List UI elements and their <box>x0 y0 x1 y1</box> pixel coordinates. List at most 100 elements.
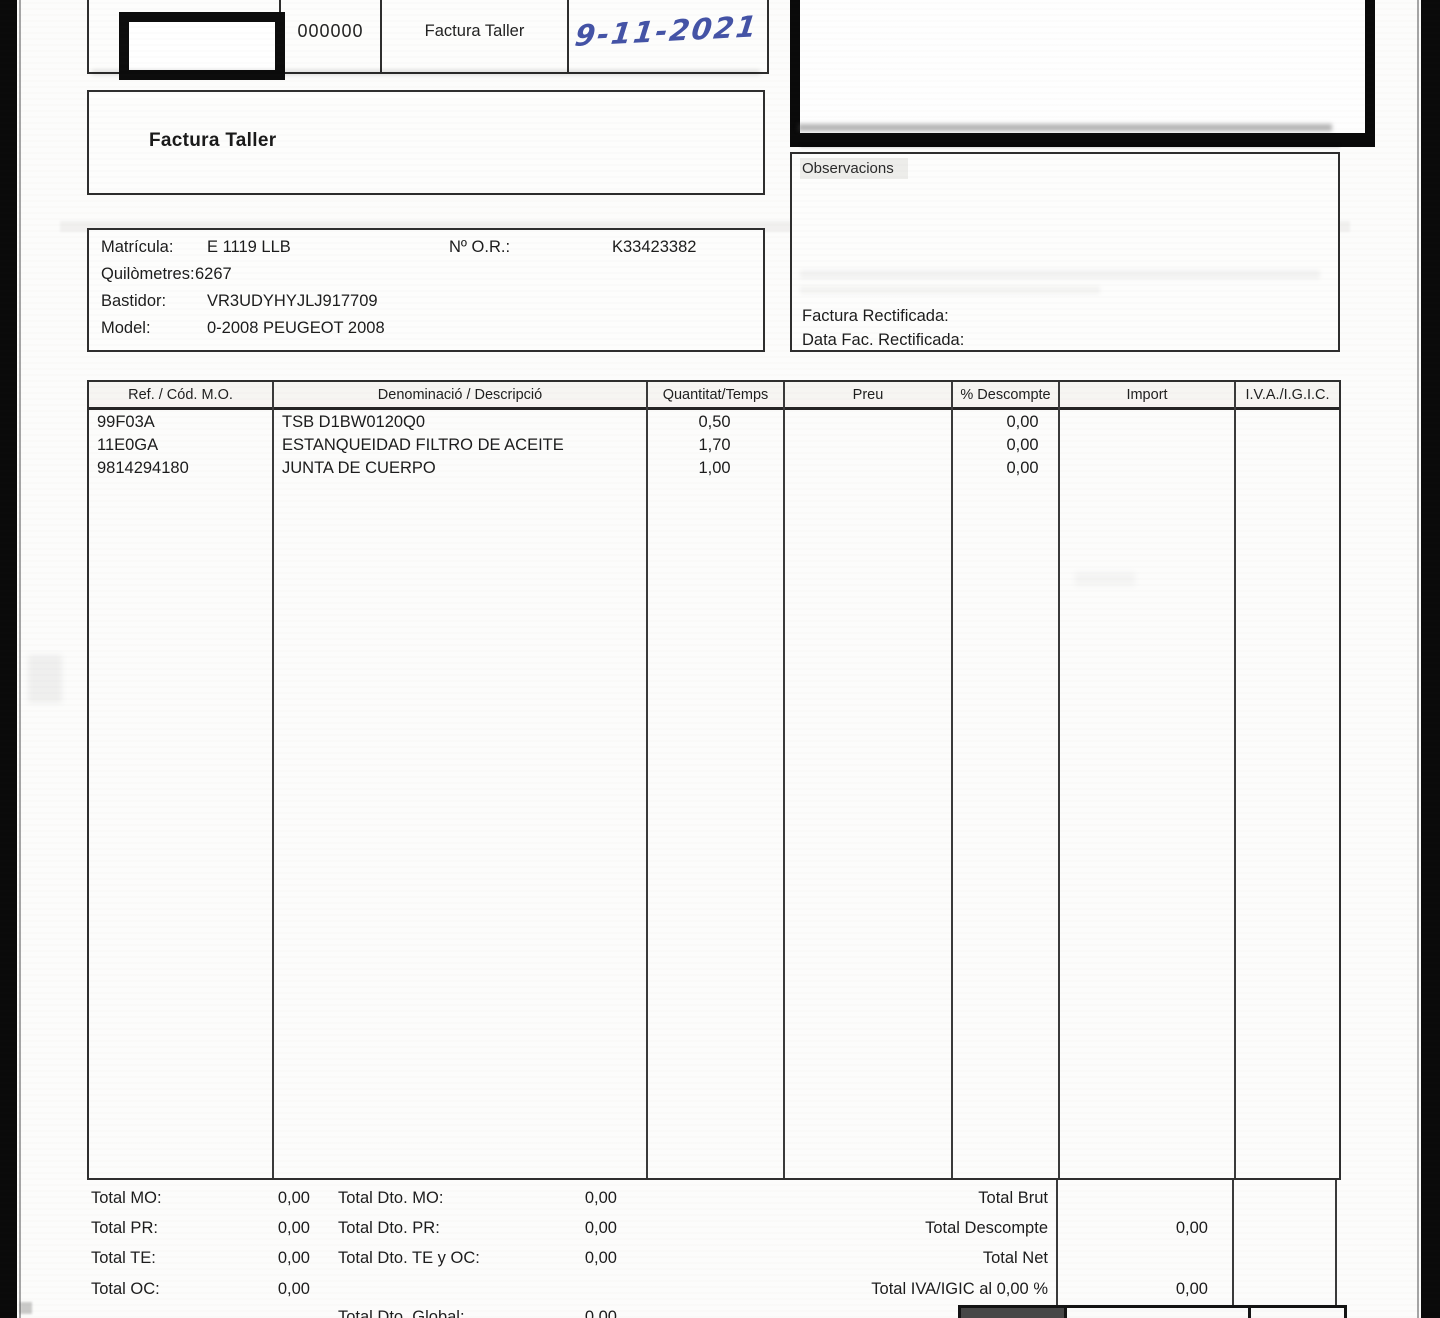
total-pr-value: 0,00 <box>277 1219 310 1237</box>
total-descompte-value: 0,00 <box>1175 1219 1208 1237</box>
table-row: 99F03A TSB D1BW0120Q0 0,50 0,00 <box>89 411 1339 434</box>
total-mo-label: Total MO: <box>91 1189 162 1207</box>
item-description: TSB D1BW0120Q0 <box>282 413 426 431</box>
col-header-import: Import <box>1126 386 1168 403</box>
totals-row: Total PR: 0,00 Total Dto. PR: 0,00 <box>0 1216 720 1240</box>
page-edge-shadow-right <box>1417 0 1419 1318</box>
redacted-logo-box <box>119 12 285 80</box>
divider <box>567 0 569 72</box>
total-dto-mo-label: Total Dto. MO: <box>338 1189 444 1207</box>
column-divider <box>1234 382 1236 1178</box>
total-dto-pr-label: Total Dto. PR: <box>338 1219 440 1237</box>
item-quantity: 1,70 <box>698 436 731 454</box>
total-pr-label: Total PR: <box>91 1219 158 1237</box>
item-discount: 0,00 <box>1006 413 1039 431</box>
col-header-discount: % Descompte <box>960 386 1051 403</box>
total-net-label: Total Net <box>982 1249 1048 1267</box>
totals-divider <box>1232 1180 1234 1318</box>
total-mo-value: 0,00 <box>277 1189 310 1207</box>
handwritten-date: 9-11-2021 <box>573 9 761 53</box>
total-brut-label: Total Brut <box>978 1189 1048 1207</box>
observations-box: Observacions Factura Rectificada: Data F… <box>790 152 1340 352</box>
items-table-header: Ref. / Cód. M.O. Denominació / Descripci… <box>89 382 1339 410</box>
totals-row: Total Descompte 0,00 <box>0 1216 1440 1240</box>
document-type: Factura Taller <box>424 21 525 40</box>
model-label: Model: <box>101 319 151 337</box>
photo-left-border <box>0 0 17 1318</box>
total-iva-igic-value: 0,00 <box>1175 1280 1208 1298</box>
items-table: Ref. / Cód. M.O. Denominació / Descripci… <box>87 380 1341 1180</box>
total-te-label: Total TE: <box>91 1249 156 1267</box>
total-te-value: 0,00 <box>277 1249 310 1267</box>
col-header-quantity: Quantitat/Temps <box>662 386 769 403</box>
totals-row: Total OC: 0,00 <box>0 1277 720 1301</box>
divider <box>1064 1308 1067 1318</box>
item-discount: 0,00 <box>1006 459 1039 477</box>
item-quantity: 0,50 <box>698 413 731 431</box>
total-iva-igic-label: Total IVA/IGIC al 0,00 % <box>871 1280 1048 1298</box>
km-label: Quilòmetres: <box>101 265 195 283</box>
total-dto-te-oc-label: Total Dto. TE y OC: <box>338 1249 480 1267</box>
invoice-header-strip: 000000 Factura Taller 9-11-2021 <box>87 0 769 80</box>
table-row: 11E0GA ESTANQUEIDAD FILTRO DE ACEITE 1,7… <box>89 434 1339 457</box>
column-divider <box>951 382 953 1178</box>
totals-divider <box>1335 1180 1337 1318</box>
matricula-label: Matrícula: <box>101 238 174 256</box>
invoice-date-cell: 9-11-2021 <box>569 0 765 72</box>
item-quantity: 1,00 <box>698 459 731 477</box>
total-dto-te-oc-value: 0,00 <box>584 1249 617 1267</box>
column-divider <box>1058 382 1060 1178</box>
or-number-value: K33423382 <box>612 238 697 256</box>
grand-total-box <box>958 1305 1347 1318</box>
total-descompte-label: Total Descompte <box>925 1219 1048 1237</box>
bastidor-label: Bastidor: <box>101 292 167 310</box>
divider <box>380 0 382 72</box>
invoice-number: 000000 <box>297 20 364 41</box>
photo-right-border <box>1421 0 1440 1318</box>
item-discount: 0,00 <box>1006 436 1039 454</box>
col-header-price: Preu <box>852 386 884 403</box>
totals-divider <box>1056 1180 1058 1305</box>
totals-row: Total Brut <box>0 1186 1440 1210</box>
column-divider <box>272 382 274 1178</box>
col-header-description: Denominació / Descripció <box>377 386 543 403</box>
vehicle-info-box: Matrícula: E 1119 LLB Nº O.R.: K33423382… <box>87 228 765 352</box>
bastidor-value: VR3UDYHYJLJ917709 <box>207 292 378 310</box>
column-divider <box>783 382 785 1178</box>
total-dto-mo-value: 0,00 <box>584 1189 617 1207</box>
item-ref: 11E0GA <box>97 436 159 454</box>
matricula-value: E 1119 LLB <box>207 238 291 256</box>
item-description: JUNTA DE CUERPO <box>282 459 436 477</box>
item-ref: 99F03A <box>97 413 155 431</box>
totals-row: Total Net <box>0 1246 1440 1270</box>
rectified-invoice-label: Factura Rectificada: <box>802 307 949 325</box>
total-oc-label: Total OC: <box>91 1280 160 1298</box>
totals-row: Total IVA/IGIC al 0,00 % 0,00 <box>0 1277 1440 1301</box>
grand-total-label-cell <box>961 1308 1064 1318</box>
total-dto-global-label: Total Dto. Global: <box>338 1308 465 1318</box>
item-description: ESTANQUEIDAD FILTRO DE ACEITE <box>282 436 564 454</box>
total-oc-value: 0,00 <box>277 1280 310 1298</box>
page-title: Factura Taller <box>149 130 277 151</box>
table-row: 9814294180 JUNTA DE CUERPO 1,00 0,00 <box>89 457 1339 480</box>
model-value: 0-2008 PEUGEOT 2008 <box>207 319 385 337</box>
item-ref: 9814294180 <box>97 459 189 477</box>
page-edge-shadow-left <box>19 0 21 1318</box>
scan-shadow <box>798 124 1332 131</box>
divider <box>1248 1308 1251 1318</box>
column-divider <box>646 382 648 1178</box>
observations-label: Observacions <box>800 158 908 179</box>
totals-row: Total Dto. Global: 0,00 <box>0 1305 720 1318</box>
redacted-customer-box <box>790 0 1375 147</box>
rectified-date-label: Data Fac. Rectificada: <box>802 331 965 349</box>
title-box: Factura Taller <box>87 90 765 195</box>
total-dto-global-value: 0,00 <box>584 1308 617 1318</box>
scan-smudge <box>800 286 1100 294</box>
or-number-label: Nº O.R.: <box>449 238 511 256</box>
km-value: 6267 <box>195 265 232 283</box>
scan-smudge <box>800 270 1320 279</box>
total-dto-pr-value: 0,00 <box>584 1219 617 1237</box>
scan-smudge <box>28 655 62 703</box>
totals-row: Total MO: 0,00 Total Dto. MO: 0,00 <box>0 1186 720 1210</box>
